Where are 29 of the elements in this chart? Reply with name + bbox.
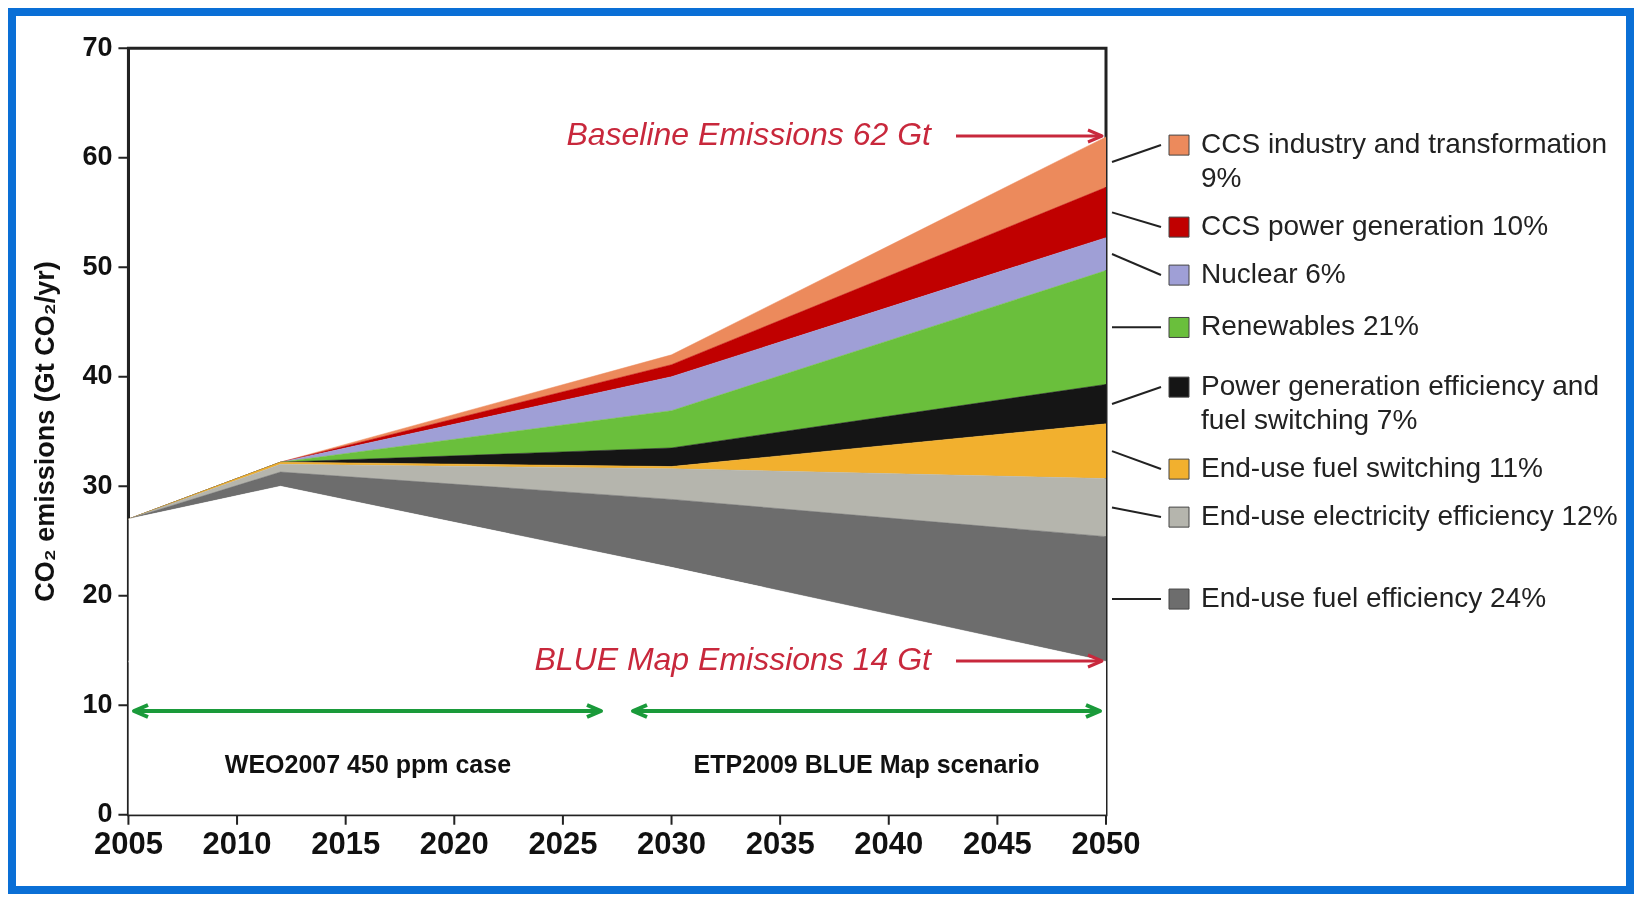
legend-label: Renewables 21% (1201, 310, 1419, 342)
y-tick-label: 40 (82, 360, 113, 391)
legend-label: Power generation efficiency and fuel switching 7% (1201, 369, 1599, 435)
legend-label: Nuclear 6% (1201, 257, 1346, 289)
legend-label: CCS power generation 10% (1201, 209, 1549, 241)
y-tick-label: 60 (82, 141, 113, 172)
x-tick-label: 2050 (1071, 825, 1141, 861)
x-tick-label: 2025 (528, 825, 598, 861)
x-tick-label: 2010 (202, 825, 272, 861)
legend-label: CCS industry and transformation 9% (1201, 127, 1608, 193)
annotation: ETP2009 BLUE Map scenario (693, 750, 1040, 779)
legend-label: End-use electricity efficiency 12% (1201, 499, 1618, 531)
x-tick-label: 2020 (419, 825, 489, 861)
x-tick-label: 2045 (962, 825, 1032, 861)
x-tick-label: 2035 (745, 825, 815, 861)
annotation: Baseline Emissions 62 Gt (566, 115, 933, 152)
x-tick-label: 2015 (311, 825, 381, 861)
x-tick-label: 2040 (854, 825, 924, 861)
y-axis-title: CO₂ emissions (Gt CO₂/yr) (29, 261, 60, 602)
y-tick-label: 70 (82, 31, 113, 62)
y-tick-label: 50 (82, 250, 113, 281)
y-tick-label: 20 (82, 579, 113, 610)
annotation: BLUE Map Emissions 14 Gt (534, 641, 933, 678)
legend-label: End-use fuel switching 11% (1201, 451, 1543, 483)
legend-label: End-use fuel efficiency 24% (1201, 581, 1547, 613)
y-tick-label: 30 (82, 469, 113, 500)
x-tick-label: 2030 (637, 825, 707, 861)
annotation: WEO2007 450 ppm case (224, 750, 512, 779)
y-tick-label: 10 (82, 688, 113, 719)
